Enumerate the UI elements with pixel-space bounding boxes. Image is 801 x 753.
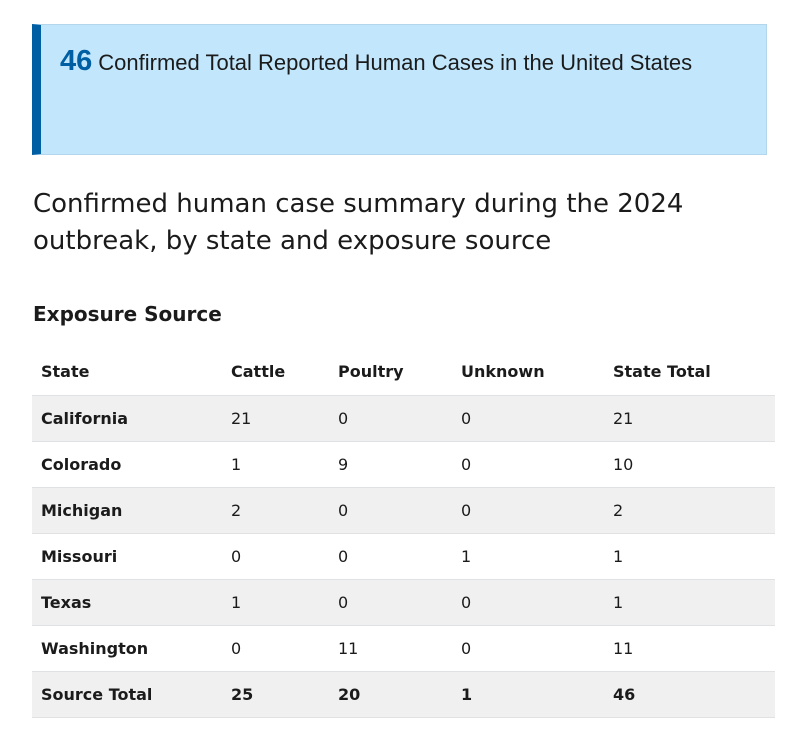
poultry-cell: 0 bbox=[329, 579, 452, 626]
table-row: California 21 0 0 21 bbox=[32, 395, 775, 442]
column-header-poultry: Poultry bbox=[329, 349, 452, 396]
table-footer: Source Total 25 20 1 46 bbox=[32, 671, 775, 718]
unknown-total-cell: 1 bbox=[452, 671, 604, 718]
state-total-cell: 2 bbox=[604, 487, 775, 534]
source-total-row: Source Total 25 20 1 46 bbox=[32, 671, 775, 718]
cattle-cell: 0 bbox=[222, 533, 329, 580]
column-header-state-total: State Total bbox=[604, 349, 775, 396]
summary-title: Confirmed human case summary during the … bbox=[33, 189, 684, 256]
unknown-cell: 0 bbox=[452, 487, 604, 534]
case-count-callout: 46 Confirmed Total Reported Human Cases i… bbox=[32, 24, 767, 155]
callout-text: 46 Confirmed Total Reported Human Cases i… bbox=[60, 45, 692, 78]
state-total-cell: 1 bbox=[604, 533, 775, 580]
state-total-cell: 1 bbox=[604, 579, 775, 626]
poultry-cell: 0 bbox=[329, 533, 452, 580]
poultry-total-cell: 20 bbox=[329, 671, 452, 718]
column-header-unknown: Unknown bbox=[452, 349, 604, 396]
state-cell: Washington bbox=[32, 625, 222, 672]
cattle-cell: 2 bbox=[222, 487, 329, 534]
poultry-cell: 11 bbox=[329, 625, 452, 672]
unknown-cell: 1 bbox=[452, 533, 604, 580]
total-case-count: 46 bbox=[60, 45, 93, 77]
unknown-cell: 0 bbox=[452, 441, 604, 488]
state-cell: Michigan bbox=[32, 487, 222, 534]
state-cell: Colorado bbox=[32, 441, 222, 488]
exposure-source-heading: Exposure Source bbox=[33, 302, 222, 326]
table-row: Michigan 2 0 0 2 bbox=[32, 487, 775, 534]
table-row: Washington 0 11 0 11 bbox=[32, 625, 775, 672]
column-header-state: State bbox=[32, 349, 222, 396]
poultry-cell: 0 bbox=[329, 395, 452, 442]
state-cell: Texas bbox=[32, 579, 222, 626]
state-total-cell: 21 bbox=[604, 395, 775, 442]
table-row: Missouri 0 0 1 1 bbox=[32, 533, 775, 580]
table-row: Colorado 1 9 0 10 bbox=[32, 441, 775, 488]
state-cell: California bbox=[32, 395, 222, 442]
poultry-cell: 0 bbox=[329, 487, 452, 534]
source-total-label: Source Total bbox=[32, 671, 222, 718]
poultry-cell: 9 bbox=[329, 441, 452, 488]
cattle-total-cell: 25 bbox=[222, 671, 329, 718]
grand-total-cell: 46 bbox=[604, 671, 775, 718]
state-total-cell: 11 bbox=[604, 625, 775, 672]
table-header: State Cattle Poultry Unknown State Total bbox=[32, 349, 775, 396]
cattle-cell: 1 bbox=[222, 579, 329, 626]
unknown-cell: 0 bbox=[452, 395, 604, 442]
unknown-cell: 0 bbox=[452, 579, 604, 626]
callout-description: Confirmed Total Reported Human Cases in … bbox=[98, 50, 693, 75]
table-body: California 21 0 0 21 Colorado 1 9 0 10 M… bbox=[32, 395, 775, 672]
cattle-cell: 1 bbox=[222, 441, 329, 488]
unknown-cell: 0 bbox=[452, 625, 604, 672]
cases-table: State Cattle Poultry Unknown State Total… bbox=[32, 349, 775, 718]
table-row: Texas 1 0 0 1 bbox=[32, 579, 775, 626]
state-total-cell: 10 bbox=[604, 441, 775, 488]
cattle-cell: 21 bbox=[222, 395, 329, 442]
state-cell: Missouri bbox=[32, 533, 222, 580]
cattle-cell: 0 bbox=[222, 625, 329, 672]
column-header-cattle: Cattle bbox=[222, 349, 329, 396]
header-row: State Cattle Poultry Unknown State Total bbox=[32, 349, 775, 396]
